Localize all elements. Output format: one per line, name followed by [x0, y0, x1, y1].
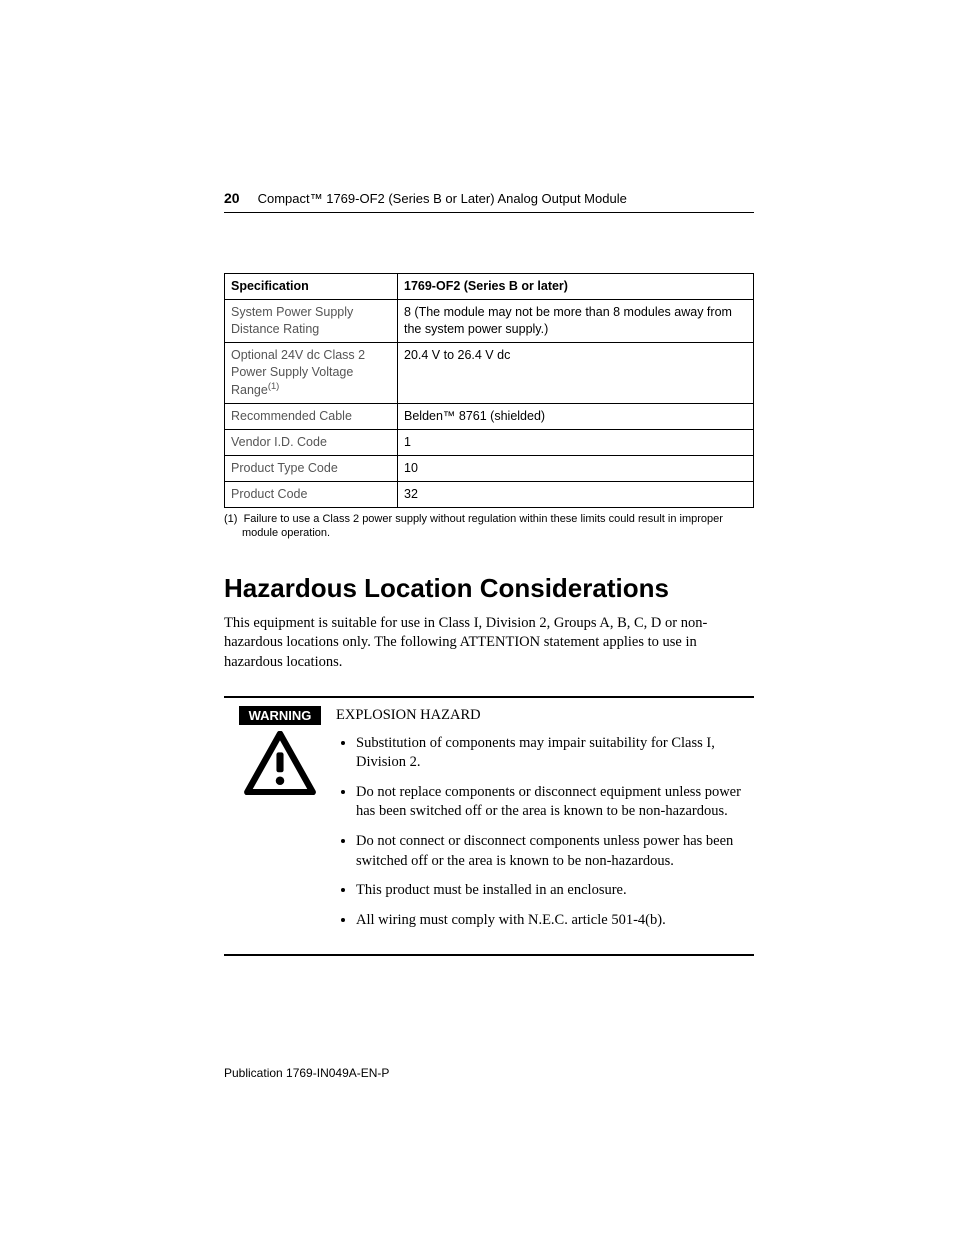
page-header: 20 Compact™ 1769-OF2 (Series B or Later)… [224, 190, 754, 213]
table-row: System Power Supply Distance Rating 8 (T… [225, 299, 754, 342]
spec-label: Recommended Cable [225, 404, 398, 430]
warning-item: Substitution of components may impair su… [356, 734, 754, 773]
warning-item: This product must be installed in an enc… [356, 881, 754, 901]
table-row: Product Type Code 10 [225, 456, 754, 482]
spec-value: 10 [398, 456, 754, 482]
section-paragraph: This equipment is suitable for use in Cl… [224, 614, 754, 673]
spec-label: System Power Supply Distance Rating [225, 299, 398, 342]
table-row: Vendor I.D. Code 1 [225, 430, 754, 456]
warning-list: Substitution of components may impair su… [336, 734, 754, 931]
section-heading: Hazardous Location Considerations [224, 573, 754, 604]
warning-badge: WARNING [239, 706, 322, 725]
col-value: 1769-OF2 (Series B or later) [398, 274, 754, 300]
spec-value: Belden™ 8761 (shielded) [398, 404, 754, 430]
warning-title: EXPLOSION HAZARD [336, 706, 754, 726]
spec-value: 8 (The module may not be more than 8 mod… [398, 299, 754, 342]
specification-table: Specification 1769-OF2 (Series B or late… [224, 273, 754, 508]
spec-value: 32 [398, 482, 754, 508]
page-number: 20 [224, 190, 240, 206]
spec-label: Product Code [225, 482, 398, 508]
table-row: Optional 24V dc Class 2 Power Supply Vol… [225, 342, 754, 404]
spec-label: Optional 24V dc Class 2 Power Supply Vol… [225, 342, 398, 404]
table-row: Recommended Cable Belden™ 8761 (shielded… [225, 404, 754, 430]
spec-label: Vendor I.D. Code [225, 430, 398, 456]
publication-id: Publication 1769-IN049A-EN-P [224, 1066, 389, 1080]
warning-item: Do not connect or disconnect components … [356, 832, 754, 871]
spec-value: 1 [398, 430, 754, 456]
col-spec: Specification [225, 274, 398, 300]
table-row: Product Code 32 [225, 482, 754, 508]
spec-value: 20.4 V to 26.4 V dc [398, 342, 754, 404]
warning-item: Do not replace components or disconnect … [356, 783, 754, 822]
warning-block: WARNING EXPLOSION HAZARD Substitution of… [224, 696, 754, 956]
header-title: Compact™ 1769-OF2 (Series B or Later) An… [258, 191, 627, 206]
warning-item: All wiring must comply with N.E.C. artic… [356, 911, 754, 931]
warning-triangle-icon [224, 731, 336, 800]
table-footnote: (1) Failure to use a Class 2 power suppl… [224, 512, 754, 541]
spec-label: Product Type Code [225, 456, 398, 482]
